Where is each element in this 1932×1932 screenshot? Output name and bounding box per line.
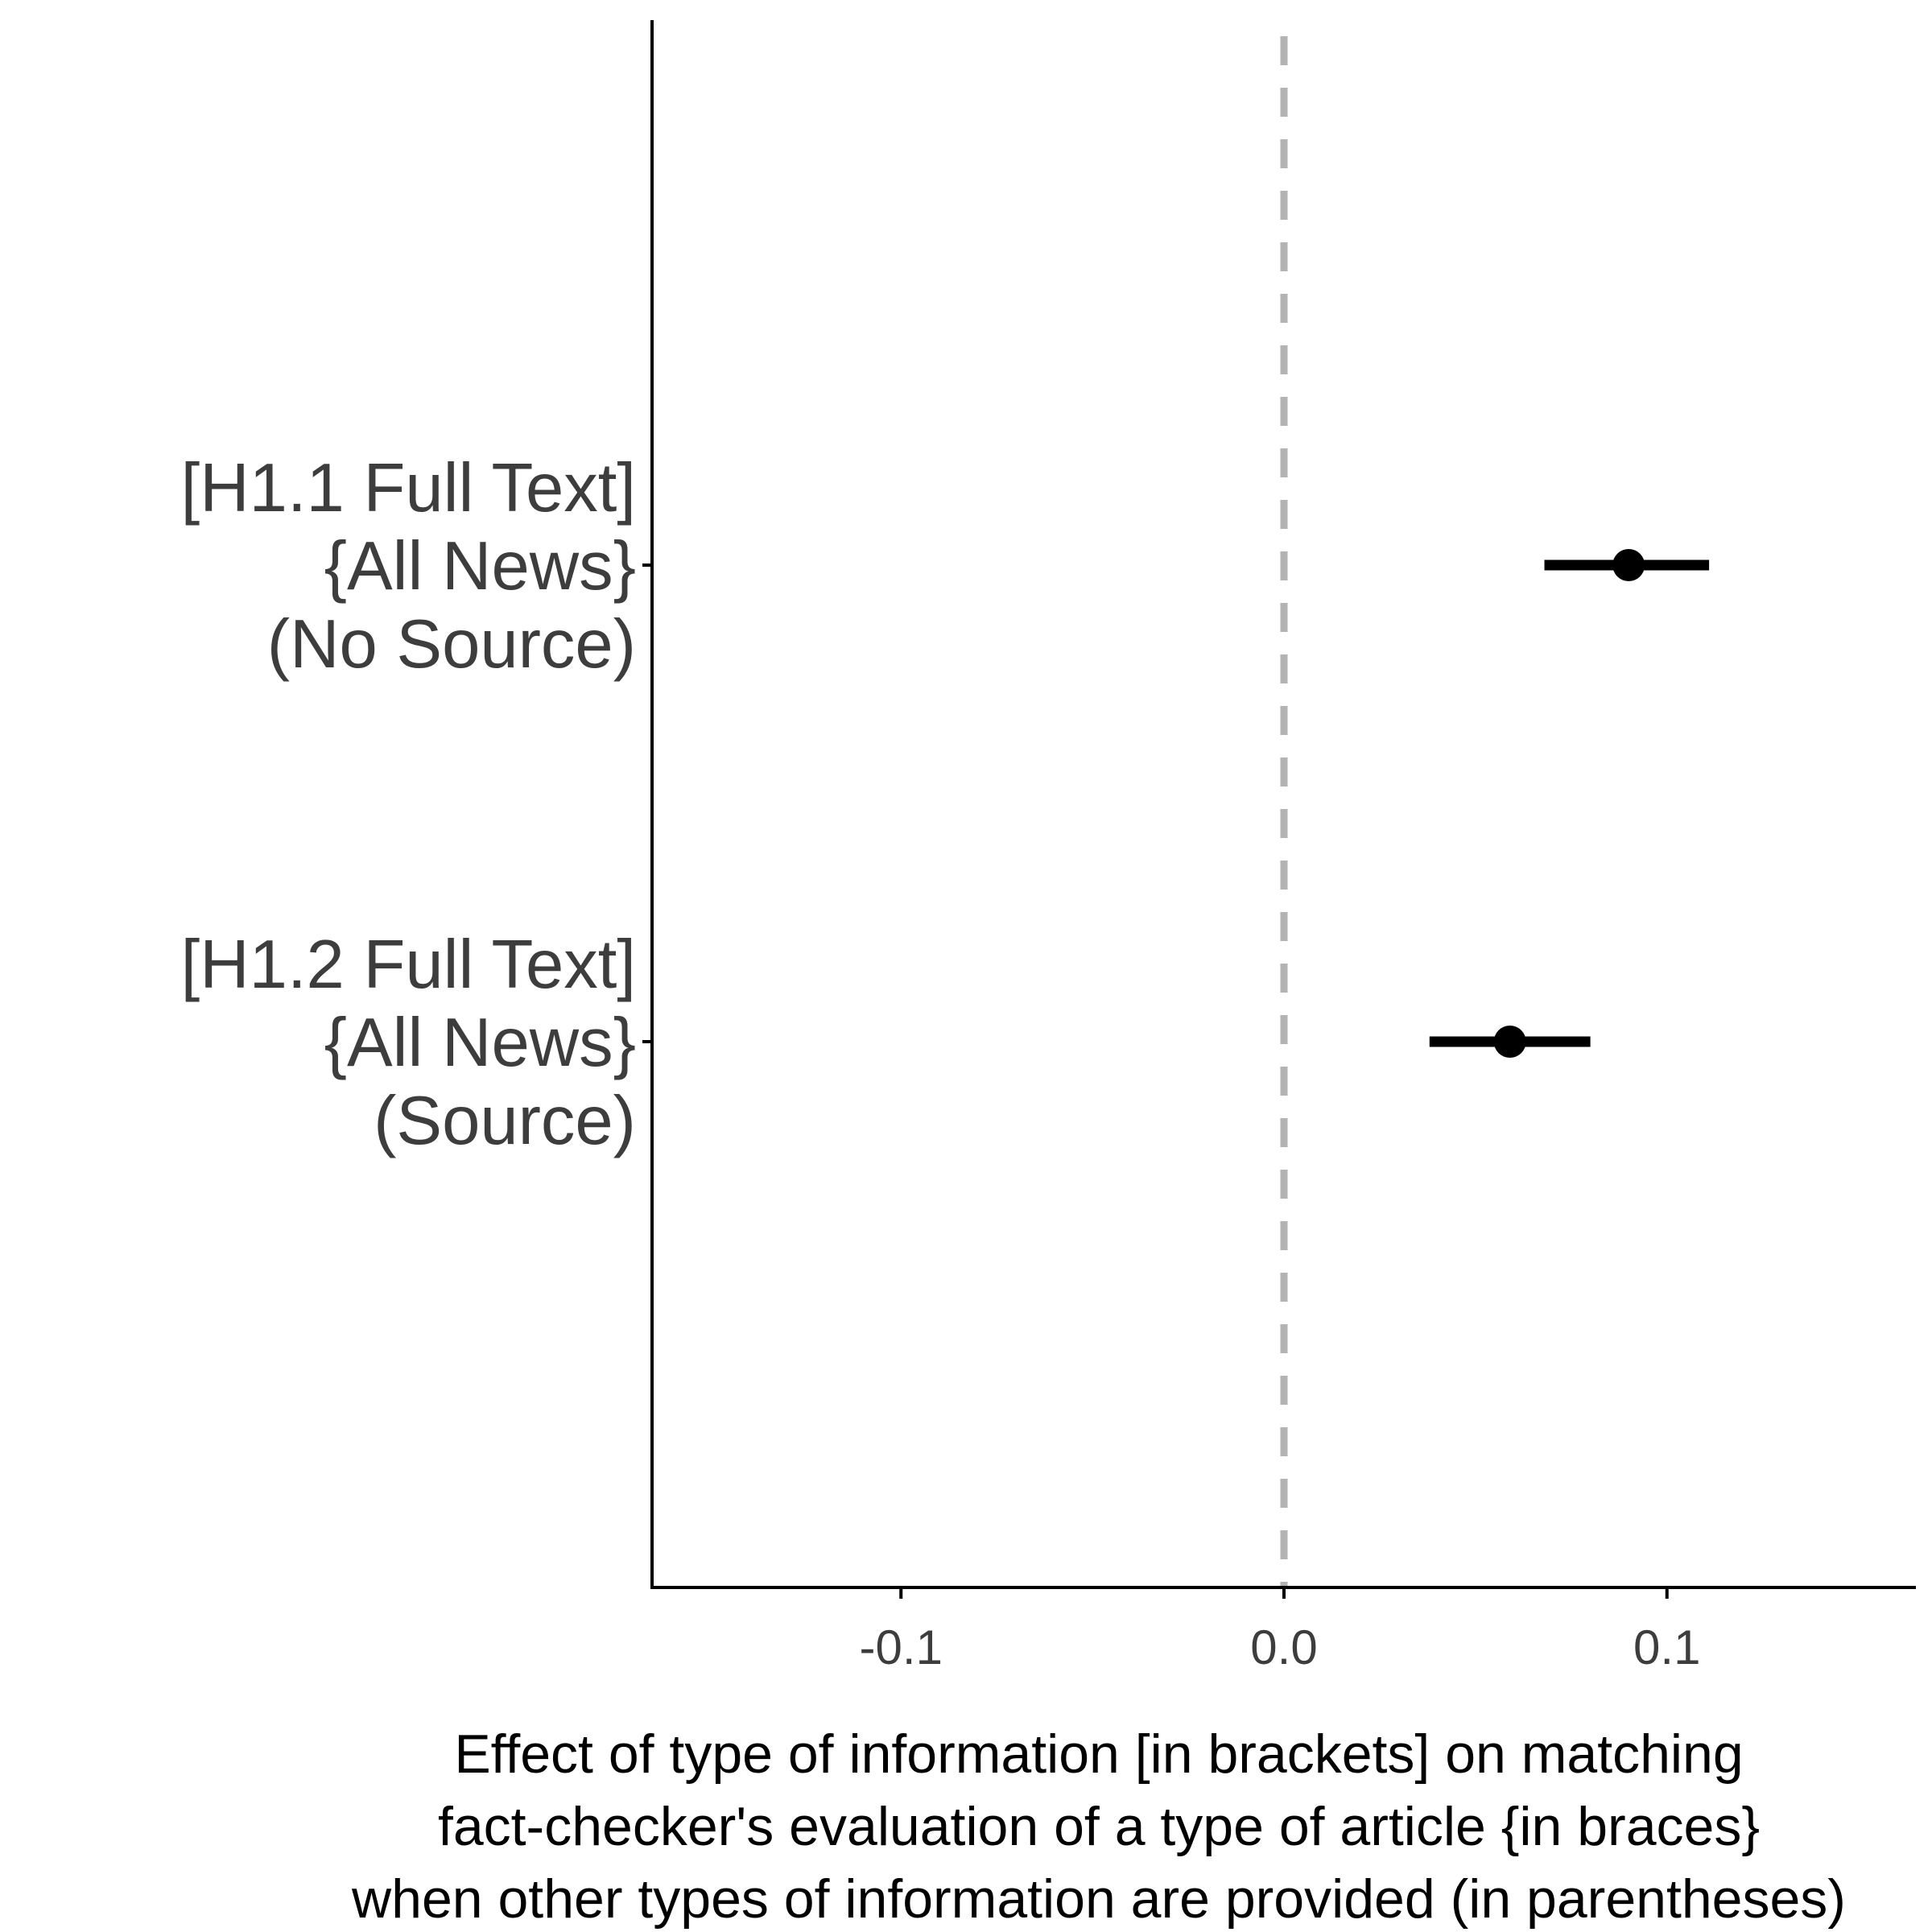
marks-layer bbox=[1429, 549, 1710, 1058]
x-axis-title: Effect of type of information [in bracke… bbox=[454, 1724, 1743, 1785]
x-axis-title: fact-checker's evaluation of a type of a… bbox=[438, 1796, 1760, 1857]
y-category-label: [H1.2 Full Text] bbox=[181, 927, 636, 1003]
point-estimate bbox=[1612, 549, 1645, 581]
point-estimate bbox=[1493, 1026, 1526, 1058]
y-category-label: {All News} bbox=[324, 528, 636, 605]
y-category-label: (No Source) bbox=[267, 606, 636, 683]
y-category-label: {All News} bbox=[324, 1005, 636, 1081]
y-category-label: [H1.1 Full Text] bbox=[181, 450, 636, 526]
x-axis-title: when other types of information are prov… bbox=[351, 1868, 1846, 1930]
x-tick-label: -0.1 bbox=[860, 1620, 943, 1674]
y-category-label: (Source) bbox=[374, 1083, 636, 1159]
x-tick-label: 0.1 bbox=[1633, 1620, 1700, 1674]
x-tick-label: 0.0 bbox=[1250, 1620, 1317, 1674]
labels-layer: -0.1 0.0 0.1[H1.1 Full Text]{All News}(No … bbox=[181, 450, 1846, 1930]
axes-layer bbox=[642, 20, 1916, 1599]
